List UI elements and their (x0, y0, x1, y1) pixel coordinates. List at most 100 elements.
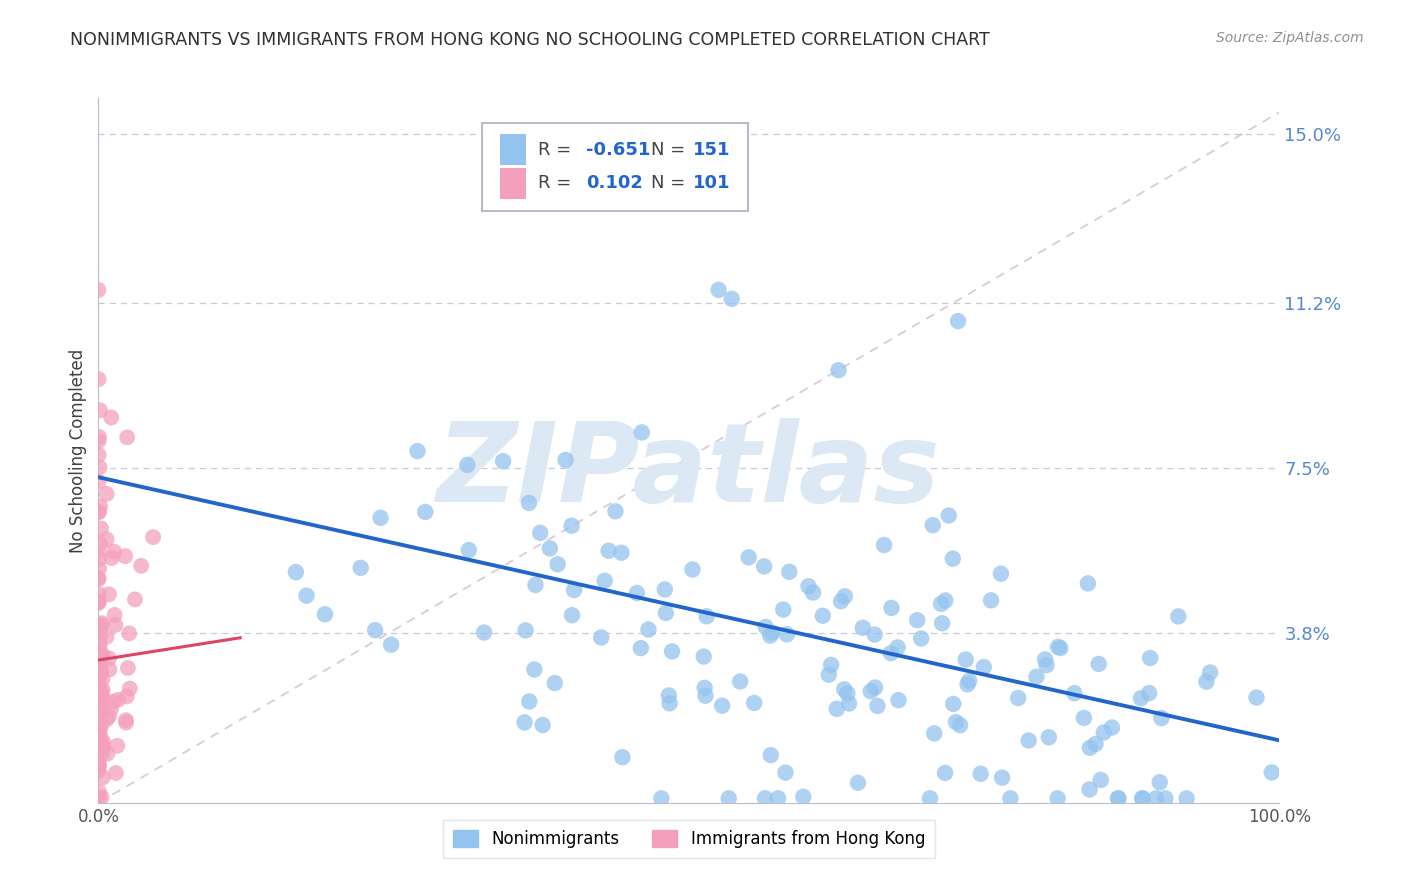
Point (922, 726, 945, 740)
Point (472, 625, 495, 640)
Point (776, 627, 799, 641)
Point (1077, 576, 1099, 591)
Point (630, 641, 652, 656)
Point (737, 550, 759, 565)
Point (658, 689, 681, 703)
Point (863, 681, 886, 695)
Point (90, 688, 112, 702)
Point (96, 533, 118, 547)
Point (612, 750, 634, 764)
Point (605, 504, 627, 518)
FancyBboxPatch shape (501, 134, 526, 165)
Point (650, 791, 672, 805)
Point (929, 597, 952, 611)
Text: 101: 101 (693, 175, 730, 193)
Point (859, 684, 882, 698)
Point (100, 551, 122, 566)
Point (89, 729, 111, 743)
Point (115, 715, 138, 730)
Point (89, 693, 111, 707)
Point (103, 544, 125, 558)
Point (114, 549, 136, 563)
Point (1078, 740, 1101, 755)
Point (103, 694, 125, 708)
Point (538, 541, 561, 556)
Point (89, 562, 111, 576)
Point (129, 558, 152, 573)
Point (513, 715, 536, 730)
Point (87, 687, 110, 701)
Point (711, 698, 734, 713)
Point (1199, 665, 1222, 680)
Point (990, 566, 1012, 581)
Point (544, 676, 567, 690)
Point (87, 681, 110, 696)
Point (87, 740, 110, 755)
Point (91, 702, 114, 716)
Point (1195, 674, 1218, 689)
Point (91, 682, 114, 697)
Point (1007, 690, 1029, 705)
Point (87, 731, 110, 745)
Point (350, 561, 373, 575)
Point (91, 692, 114, 706)
Point (772, 602, 794, 616)
Point (720, 292, 742, 306)
Point (717, 791, 740, 805)
Point (547, 558, 569, 572)
Point (887, 693, 910, 707)
Point (832, 682, 855, 697)
Point (637, 623, 659, 637)
Point (89, 663, 111, 677)
Point (87, 758, 110, 772)
Point (610, 546, 633, 560)
Point (91, 672, 114, 686)
Point (1137, 686, 1160, 700)
Point (87, 430, 110, 444)
Point (682, 562, 704, 576)
Point (87, 696, 110, 710)
Point (91, 735, 114, 749)
Point (517, 496, 540, 510)
Point (457, 543, 479, 558)
Point (90, 718, 112, 732)
Point (956, 677, 979, 691)
Point (1101, 721, 1123, 735)
Point (830, 594, 852, 608)
Point (837, 686, 859, 700)
Point (1073, 711, 1095, 725)
Point (1090, 772, 1112, 787)
Point (295, 589, 318, 603)
Point (124, 592, 146, 607)
Point (1149, 775, 1171, 789)
Point (87, 505, 110, 519)
Point (797, 579, 820, 593)
FancyBboxPatch shape (501, 168, 526, 199)
Point (838, 697, 860, 711)
Point (969, 767, 991, 781)
Text: Source: ZipAtlas.com: Source: ZipAtlas.com (1216, 31, 1364, 45)
Point (87, 448, 110, 462)
Point (96, 630, 118, 644)
Point (89, 500, 111, 514)
Point (761, 625, 783, 640)
Point (87, 545, 110, 559)
Point (658, 696, 681, 710)
Point (98, 663, 121, 677)
Point (775, 765, 797, 780)
Point (523, 663, 546, 677)
Point (87, 756, 110, 771)
Point (695, 689, 717, 703)
Point (942, 697, 965, 711)
Point (938, 508, 960, 523)
Point (1018, 733, 1040, 747)
Point (905, 613, 928, 627)
Point (886, 640, 908, 655)
Point (87, 571, 110, 585)
Point (406, 444, 429, 458)
Point (707, 283, 730, 297)
Point (90, 685, 112, 699)
Point (934, 593, 956, 607)
Point (693, 681, 716, 695)
Point (380, 638, 402, 652)
